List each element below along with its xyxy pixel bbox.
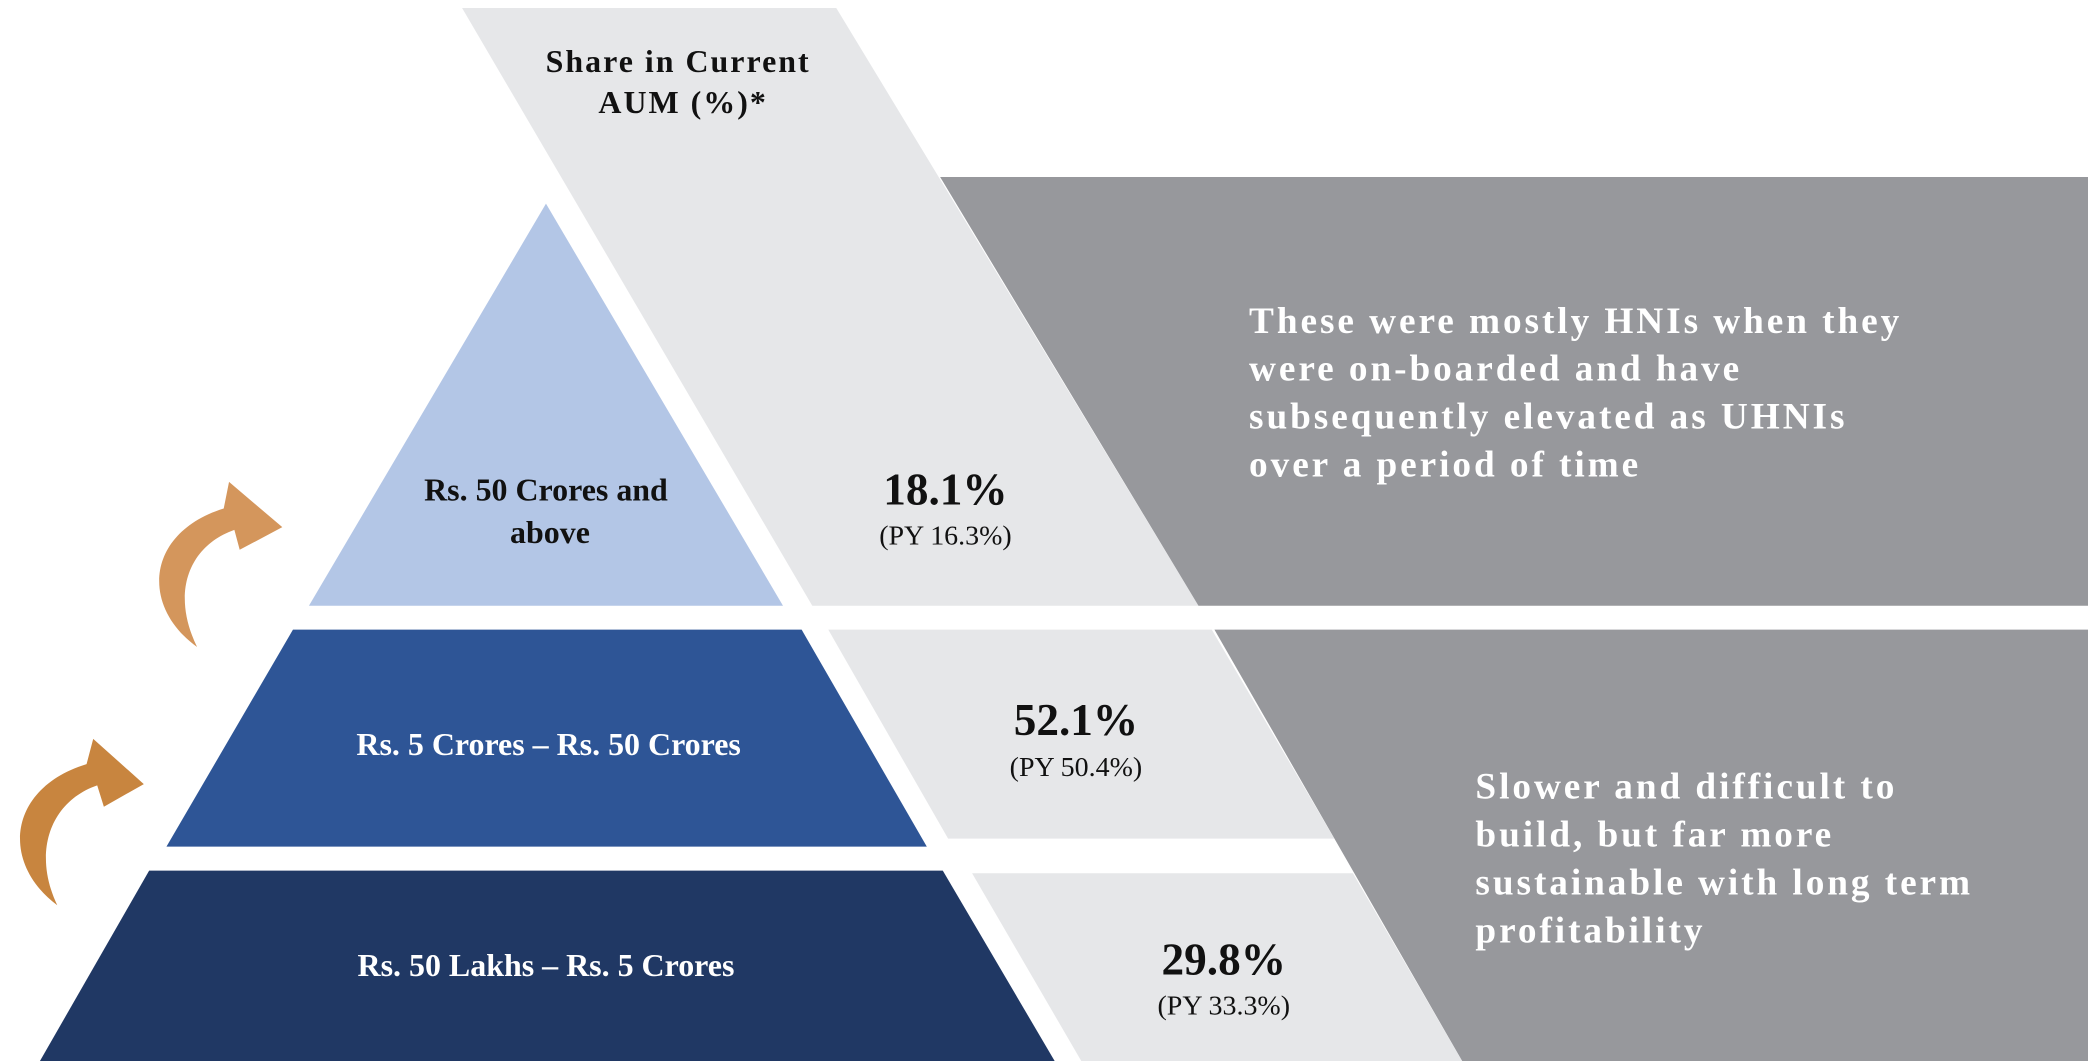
header-title: Share in Current AUM (%)* — [546, 44, 821, 120]
arrow-up — [159, 481, 283, 647]
pyramid-top — [308, 203, 783, 606]
tier-label-line: Rs. 50 Lakhs – Rs. 5 Crores — [358, 948, 735, 983]
tier-label: Rs. 5 Crores – Rs. 50 Crores — [356, 727, 740, 762]
previous-year: (PY 16.3%) — [879, 520, 1012, 551]
note-line: These were mostly HNIs when they — [1249, 301, 1902, 342]
note-line: subsequently elevated as UHNIs — [1249, 397, 1847, 438]
header-line: AUM (%)* — [598, 85, 767, 120]
header-band — [462, 7, 1199, 606]
previous-year: (PY 33.3%) — [1158, 990, 1291, 1021]
previous-year: (PY 50.4%) — [1010, 752, 1143, 783]
note-line: build, but far more — [1475, 815, 1834, 856]
note-band-top — [940, 177, 2088, 606]
note-line: over a period of time — [1249, 445, 1641, 486]
tier-label-line: Rs. 50 Crores and — [424, 473, 668, 508]
tier-label: Rs. 50 Crores and above — [424, 473, 676, 551]
note-line: were on-boarded and have — [1249, 349, 1742, 390]
tier-label: Rs. 50 Lakhs – Rs. 5 Crores — [358, 948, 735, 983]
share-band-middle — [828, 629, 1335, 839]
note-band-bottom — [1214, 629, 2088, 1061]
note-line: profitability — [1475, 911, 1705, 952]
share-band-bottom — [972, 873, 1463, 1061]
note-line: sustainable with long term — [1475, 863, 1973, 904]
share-value: 29.8% — [1162, 934, 1286, 984]
header-line: Share in Current — [546, 44, 811, 79]
note: These were mostly HNIs when they were on… — [1249, 301, 1914, 486]
pyramid-bottom — [39, 870, 1055, 1061]
share-value: 18.1% — [883, 465, 1007, 515]
arrow-up — [20, 738, 144, 906]
note-line: Slower and difficult to — [1475, 767, 1897, 808]
tier-label-line: above — [510, 515, 590, 550]
share-value: 52.1% — [1014, 695, 1138, 745]
note: Slower and difficult to build, but far m… — [1475, 767, 1985, 952]
pyramid-middle — [166, 629, 927, 847]
tier-label-line: Rs. 5 Crores – Rs. 50 Crores — [356, 727, 740, 762]
